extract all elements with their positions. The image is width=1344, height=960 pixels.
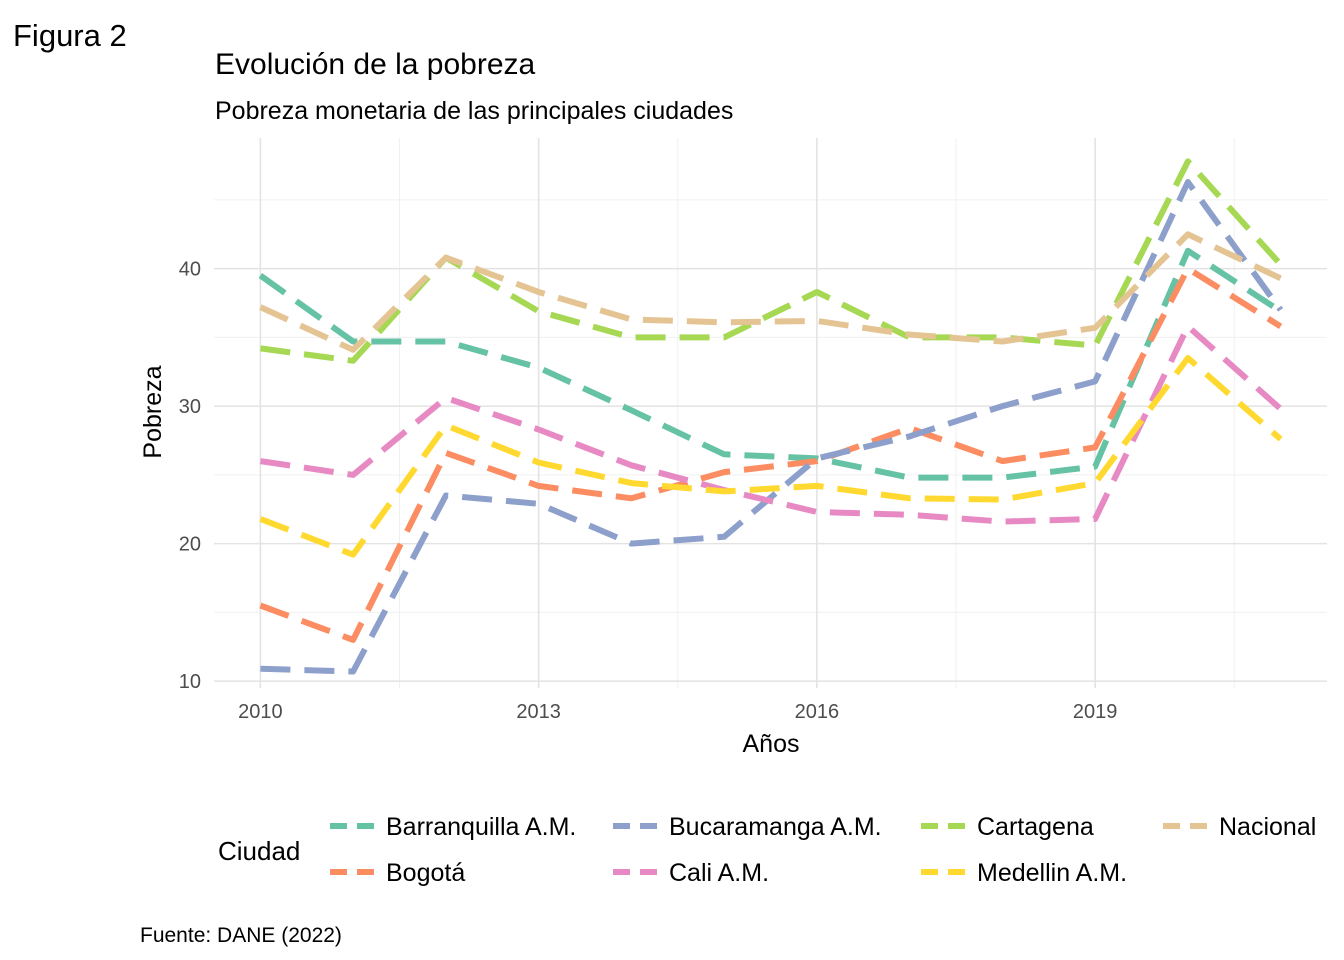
series-line-cartagena [260,161,1280,360]
x-tick-label: 2010 [238,701,283,723]
series-line-bucaramanga-a-m [260,182,1280,672]
figure-label: Figura 2 [13,18,127,53]
y-tick-label: 30 [179,396,201,418]
legend-item-nacional: Nacional [1163,813,1316,841]
x-axis-ticks: 2010 2013 2016 2019 [238,701,1117,723]
legend-item-cartagena: Cartagena [921,813,1094,841]
legend-item-bucaramanga-a-m: Bucaramanga A.M. [613,813,882,841]
legend-item-medellin-a-m: Medellin A.M. [921,859,1127,887]
legend: Barranquilla A.M. Bogotá Bucaramanga A.M. C… [330,813,1316,887]
series-lines [260,161,1280,671]
legend-label: Cartagena [977,813,1094,841]
chart-title: Evolución de la pobreza [215,48,536,81]
series-line-nacional [260,234,1280,349]
y-tick-label: 10 [179,671,201,693]
legend-label: Medellin A.M. [977,859,1127,887]
legend-label: Cali A.M. [669,859,769,887]
source-note: Fuente: DANE (2022) [140,924,342,947]
legend-label: Barranquilla A.M. [386,813,576,841]
legend-item-cali-a-m: Cali A.M. [613,859,769,887]
x-tick-label: 2016 [795,701,840,723]
legend-label: Bogotá [386,859,465,887]
y-tick-label: 20 [179,534,201,556]
legend-label: Nacional [1219,813,1316,841]
y-axis-label: Pobreza [139,365,167,458]
legend-item-bogota: Bogotá [330,859,465,887]
y-tick-label: 40 [179,259,201,281]
y-axis-ticks: 10 20 30 40 [179,259,201,694]
x-tick-label: 2019 [1073,701,1118,723]
chart-subtitle: Pobreza monetaria de las principales ciu… [215,97,733,125]
legend-label: Bucaramanga A.M. [669,813,882,841]
x-tick-label: 2013 [516,701,561,723]
legend-title: Ciudad [218,836,300,866]
series-line-cali-a-m [260,326,1280,521]
x-axis-label: Años [743,730,800,758]
legend-item-barranquilla-a-m: Barranquilla A.M. [330,813,576,841]
